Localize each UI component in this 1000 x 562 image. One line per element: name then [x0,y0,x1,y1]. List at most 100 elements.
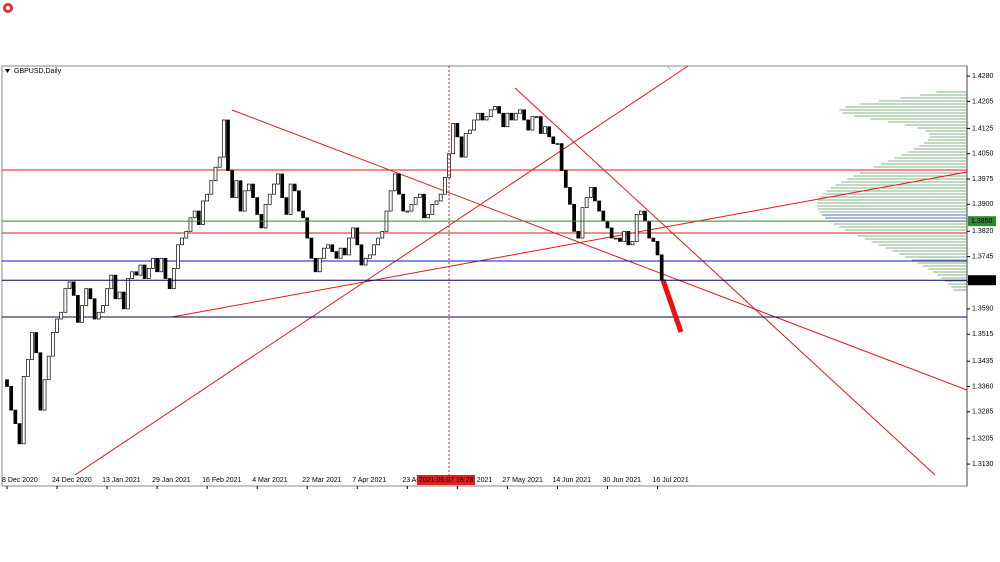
bear-candle [480,112,485,121]
bull-candle [263,203,268,229]
bear-candle [301,210,305,219]
bull-candle [96,311,101,320]
bear-candle [330,244,335,252]
y-tick-label: 1.3975 [972,176,994,183]
bear-candle [121,291,126,310]
bear-candle [355,227,360,246]
bear-candle [297,190,301,212]
x-tick-label: 27 May 2021 [502,477,543,484]
bull-candle [584,197,589,209]
bull-candle [130,271,134,279]
bull-candle [367,254,372,259]
bull-candle [21,376,26,445]
bull-candle [493,106,497,111]
bear-candle [601,210,606,222]
chart-title: GBPUSD,Daily [14,68,62,75]
bear-candle [155,257,159,273]
bull-candle [505,112,510,128]
bear-candle [647,220,652,239]
bull-candle [276,173,280,185]
bull-candle [217,156,222,168]
y-tick-label: 1.3360 [972,383,994,390]
bear-candle [238,180,243,212]
bear-candle [397,173,401,195]
bear-candle [280,173,285,198]
bull-candle [146,268,151,279]
bear-candle [459,136,464,158]
bear-candle [563,170,568,188]
bull-candle [213,166,218,182]
bull-candle [59,311,64,320]
bear-candle [659,254,664,281]
bull-candle [272,183,276,195]
bull-candle [192,210,197,219]
y-tick-label: 1.3285 [972,409,994,416]
bull-candle [338,247,343,259]
bull-candle [588,187,593,198]
bull-candle [518,109,522,114]
y-tick-label: 1.3900 [972,201,994,208]
bull-candle [638,210,643,215]
bear-candle [593,187,597,202]
bull-candle [380,230,385,239]
x-tick-label: 7 Apr 2021 [352,477,386,484]
bull-candle [580,207,585,239]
y-tick-label: 1.3745 [972,253,994,260]
bull-candle [51,332,55,357]
bull-candle [105,288,109,306]
bull-candle [443,176,447,195]
trend-line [514,87,936,476]
bull-candle [55,318,59,333]
bull-candle [30,332,34,360]
bull-candle [188,217,193,232]
bear-candle [359,244,364,266]
bull-candle [488,109,493,117]
x-tick-label: 22 Mar 2021 [302,477,341,484]
bear-candle [34,332,39,354]
bear-candle [134,271,139,276]
candles [5,106,664,445]
bear-candle [284,197,289,215]
bull-candle [317,257,322,273]
bear-candle [230,170,235,198]
bull-candle [176,244,180,269]
bull-candle [430,203,435,215]
bull-candle [84,288,89,306]
bull-candle [513,112,518,121]
title-arrow [5,69,10,73]
bear-candle [334,251,339,259]
bull-candle [451,122,456,155]
bear-candle [572,203,576,232]
plot-frame [1,65,968,487]
bull-candle [434,200,439,205]
bull-candle [468,129,472,134]
bull-candle [405,210,410,213]
bear-candle [142,264,147,279]
bull-candle [634,214,639,242]
bear-candle [113,274,118,300]
bear-candle [551,136,556,144]
bear-candle [226,119,230,171]
bull-candle [613,237,618,240]
bull-candle [209,180,214,195]
trend-line [231,109,968,391]
bear-candle [71,281,76,296]
bear-candle [526,119,531,131]
y-tick-label: 1.4125 [972,125,994,132]
shift-marker [666,65,672,71]
crosshair-label: 2021.05.07 18:28 [419,477,474,484]
bull-candle [426,214,431,219]
bear-candle [509,112,514,121]
bull-candle [534,116,539,118]
bull-candle [372,244,376,256]
bull-candle [530,116,535,131]
bull-candle [351,227,355,239]
bull-candle [205,193,210,202]
y-tick-label: 1.4050 [972,151,994,158]
annotation-arrow [660,279,684,333]
bull-candle [322,247,326,259]
bear-candle [559,143,564,171]
bear-candle [609,227,614,239]
